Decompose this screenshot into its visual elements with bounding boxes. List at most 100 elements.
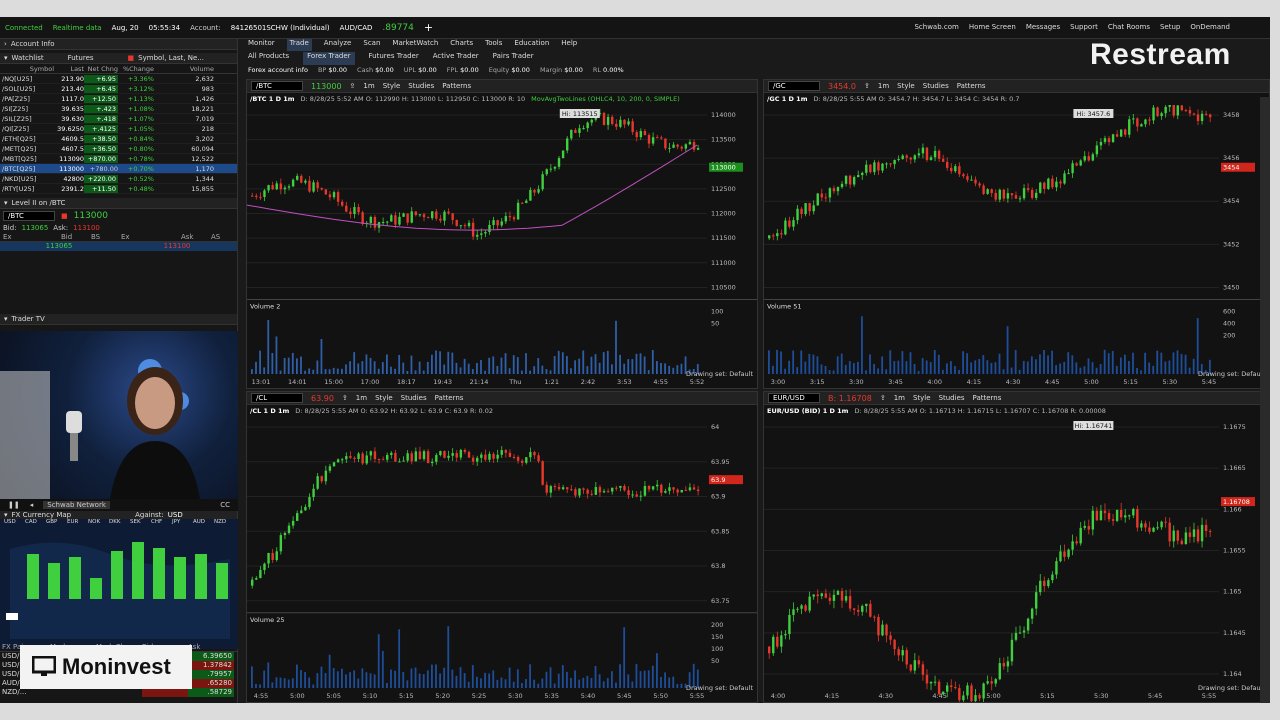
watchlist-row[interactable]: /SI[Z25] 39.635 +.423 +1.08% 18,221 <box>0 104 237 114</box>
subtab-forex-trader[interactable]: Forex Trader <box>303 52 355 65</box>
top-link-ondemand[interactable]: OnDemand <box>1190 23 1230 31</box>
watchlist-selector[interactable]: Futures <box>67 54 94 62</box>
chart-canvas[interactable]: 64 63.95 63.9 63.85 63.8 63.75 4:55 5:00 5:05 5:1… <box>247 417 757 702</box>
drawing-set-label[interactable]: Drawing set: Default <box>686 370 753 378</box>
top-link-schwab.com[interactable]: Schwab.com <box>914 23 959 31</box>
level2-symbol-input[interactable]: /BTC <box>3 211 55 221</box>
share-icon[interactable]: ⇪ <box>341 394 348 402</box>
watchlist-row[interactable]: /MET[Q25] 4607.5 +36.50 +0.80% 60,094 <box>0 144 237 154</box>
watchlist-sort[interactable]: Symbol, Last, Ne... <box>138 54 204 62</box>
watchlist-row[interactable]: /BTC[Q25] 113000 +780.00 +0.70% 1,170 <box>0 164 237 174</box>
drawing-set-label[interactable]: Drawing set: Default <box>1198 684 1265 692</box>
menu-analyze[interactable]: Analyze <box>323 39 352 47</box>
watchlist-column-header[interactable]: Symbol <box>29 64 54 73</box>
timeframe-selector[interactable]: 1m <box>363 82 375 90</box>
menu-help[interactable]: Help <box>561 39 578 47</box>
menu-education[interactable]: Education <box>514 39 550 47</box>
chevron-down-icon[interactable]: ▾ <box>4 315 8 323</box>
account-selector[interactable]: 84126501SCHW (Individual) <box>230 23 330 32</box>
watchlist-row[interactable]: /SIL[Z25] 39.630 +.418 +1.07% 7,019 <box>0 114 237 124</box>
chart-patterns-button[interactable]: Patterns <box>434 394 464 402</box>
channel-selector[interactable]: Schwab Network <box>43 501 110 509</box>
chart-panel-btc[interactable]: /BTC 113000 ⇪ 1m Style Studies Patterns/BTC 1 … <box>246 79 758 389</box>
watchlist-column-header[interactable]: Last <box>70 64 84 73</box>
chart-studies-button[interactable]: Studies <box>400 394 427 402</box>
chevron-down-icon[interactable]: ▾ <box>4 199 8 207</box>
top-link-support[interactable]: Support <box>1070 23 1098 31</box>
chart-studies-button[interactable]: Studies <box>408 82 435 90</box>
watchlist-column-header[interactable]: Net Chng <box>87 64 118 73</box>
pause-icon[interactable]: ❚❚ <box>8 501 20 509</box>
timeframe-selector[interactable]: 1m <box>893 394 905 402</box>
chart-symbol-input[interactable]: /BTC <box>251 81 303 91</box>
drawing-set-label[interactable]: Drawing set: Default <box>1198 370 1265 378</box>
top-link-setup[interactable]: Setup <box>1159 23 1181 31</box>
timeframe-selector[interactable]: 1m <box>877 82 890 90</box>
menu-marketwatch[interactable]: MarketWatch <box>392 39 439 47</box>
chart-panel-gc[interactable]: /GC 3454.0 ⇪ 1m Style Studies Patterns/GC 1 D … <box>763 79 1270 389</box>
chart-style-button[interactable]: Style <box>912 394 931 402</box>
share-icon[interactable]: ⇪ <box>864 82 870 90</box>
watchlist-row[interactable]: /SOL[U25] 213.40 +6.45 +3.12% 983 <box>0 84 237 94</box>
drawing-set-label[interactable]: Drawing set: Default <box>686 684 753 692</box>
chart-patterns-button[interactable]: Patterns <box>972 394 1002 402</box>
fx-row[interactable]: NZD/... .58729 <box>0 688 238 697</box>
watchlist-column-header[interactable]: Volume <box>189 64 214 73</box>
chart-studies-button[interactable]: Studies <box>922 82 949 90</box>
chart-canvas[interactable]: 1.1675 1.1665 1.166 1.1655 1.165 1.1645 1.164 4… <box>764 417 1269 702</box>
right-scrollbar[interactable] <box>1260 97 1270 703</box>
chart-panel-eurusd[interactable]: EUR/USD B: 1.16708 ⇪ 1m Style Studies Patterns… <box>763 391 1270 703</box>
share-icon[interactable]: ⇪ <box>879 394 886 402</box>
watchlist-row[interactable]: /MBT[Q25] 113090 +870.00 +0.78% 12,522 <box>0 154 237 164</box>
subtab-all-products[interactable]: All Products <box>248 52 290 60</box>
chart-canvas[interactable]: 114000 113500 113000 112500 112000 111500 1110… <box>247 105 757 388</box>
timeframe-selector[interactable]: 1m <box>355 394 368 402</box>
volume-icon[interactable]: ◂ <box>29 501 34 509</box>
watchlist-row[interactable]: /NKD[U25] 42800 +220.00 +0.52% 1,344 <box>0 174 237 184</box>
candle-body <box>341 459 344 461</box>
subtab-futures-trader[interactable]: Futures Trader <box>368 52 419 60</box>
chart-symbol-input[interactable]: EUR/USD <box>768 393 820 403</box>
menu-monitor[interactable]: Monitor <box>248 39 275 47</box>
chart-symbol-input[interactable]: /GC <box>768 81 820 91</box>
subtab-active-trader[interactable]: Active Trader <box>432 52 479 60</box>
level2-book-row[interactable]: 113065 113100 <box>0 242 237 251</box>
ticker-pair[interactable]: AUD/CAD <box>339 23 373 32</box>
chart-style-button[interactable]: Style <box>897 82 915 90</box>
watchlist-row[interactable]: /ETH[Q25] 4609.5 +38.50 +0.84% 3,202 <box>0 134 237 144</box>
fx-column-header[interactable]: FX Pair <box>2 643 27 651</box>
subtab-pairs-trader[interactable]: Pairs Trader <box>492 52 534 60</box>
chart-patterns-button[interactable]: Patterns <box>956 82 986 90</box>
chart-symbol-input[interactable]: /CL <box>251 393 303 403</box>
chart-style-button[interactable]: Style <box>375 394 393 402</box>
chart-patterns-button[interactable]: Patterns <box>442 82 472 90</box>
watchlist-column-header[interactable]: %Change <box>122 64 154 73</box>
fx-column-header[interactable]: Ask <box>188 643 201 651</box>
account-info-header[interactable]: › Account Info <box>0 39 237 50</box>
chevron-down-icon[interactable]: ▾ <box>4 511 8 519</box>
top-link-messages[interactable]: Messages <box>1025 23 1061 31</box>
menu-scan[interactable]: Scan <box>363 39 381 47</box>
menu-tools[interactable]: Tools <box>485 39 503 47</box>
menu-charts[interactable]: Charts <box>450 39 474 47</box>
watchlist-last: 42800 <box>63 174 84 183</box>
watchlist-row[interactable]: /RTY[U25] 2391.2 +11.50 +0.48% 15,855 <box>0 184 237 194</box>
share-icon[interactable]: ⇪ <box>349 82 356 90</box>
chevron-down-icon[interactable]: ▾ <box>4 54 8 62</box>
menu-trade[interactable]: Trade <box>286 39 312 51</box>
chart-studies-button[interactable]: Studies <box>938 394 965 402</box>
chart-canvas[interactable]: 3458 3456 3454 3452 3450 3:00 3:15 3:30 3:45 4:00… <box>764 100 1269 388</box>
video-player[interactable] <box>0 331 238 499</box>
chart-style-button[interactable]: Style <box>382 82 401 90</box>
fx-against-selector[interactable]: USD <box>167 511 183 519</box>
watchlist-row[interactable]: /NQ[U25] 213.90 +6.95 +3.36% 2,632 <box>0 74 237 84</box>
captions-icon[interactable]: CC <box>220 501 230 509</box>
candle-body <box>1128 515 1131 517</box>
watchlist-row[interactable]: /PA[Z25] 1117.0 +12.50 +1.13% 1,426 <box>0 94 237 104</box>
top-link-home-screen[interactable]: Home Screen <box>968 23 1016 31</box>
chart-panel-cl[interactable]: /CL 63.90 ⇪ 1m Style Studies Patterns/CL 1 D 1… <box>246 391 758 703</box>
volume-bar <box>623 363 626 374</box>
watchlist-row[interactable]: /QI[Z25] 39.6250 +.4125 +1.05% 218 <box>0 124 237 134</box>
top-link-chat-rooms[interactable]: Chat Rooms <box>1107 23 1150 31</box>
add-ticker-icon[interactable]: + <box>423 21 434 34</box>
